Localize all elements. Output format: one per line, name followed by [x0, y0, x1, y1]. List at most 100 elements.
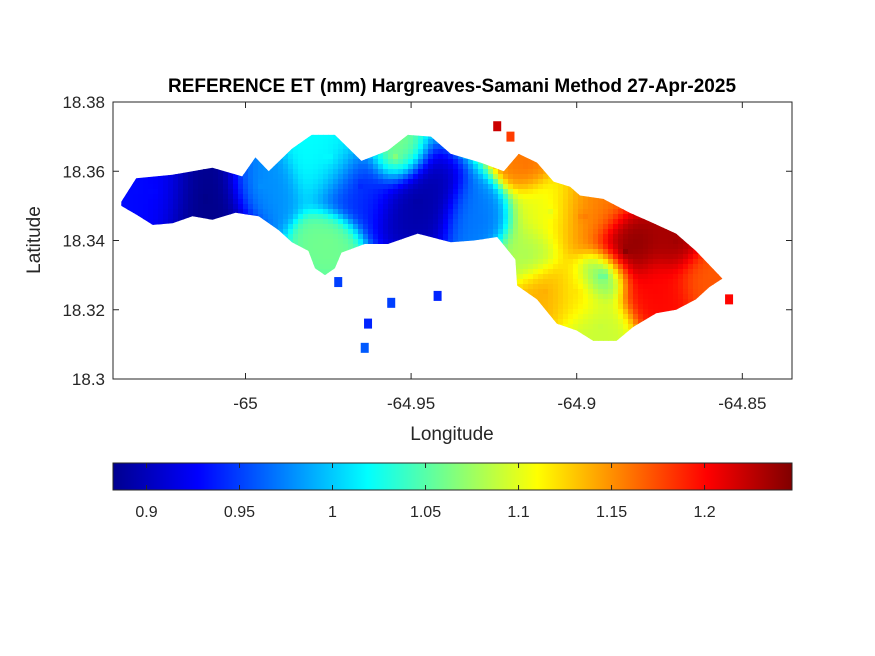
heatmap-cell [323, 244, 329, 250]
heatmap-cell [348, 214, 354, 220]
heatmap-cell [628, 234, 634, 240]
heatmap-cell [598, 289, 604, 295]
heatmap-cell [478, 189, 484, 195]
heatmap-cell [263, 194, 269, 200]
heatmap-cell [543, 269, 549, 275]
heatmap-cell [353, 199, 359, 205]
heatmap-cell [433, 154, 439, 160]
heatmap-cell [543, 194, 549, 200]
heatmap-cell [638, 274, 644, 280]
heatmap-cell [558, 284, 564, 290]
heatmap-cell [163, 194, 169, 200]
heatmap-cell [513, 254, 519, 260]
heatmap-cell [388, 224, 394, 230]
heatmap-cell [173, 209, 179, 215]
heatmap-cell [323, 194, 329, 200]
heatmap-cell [563, 289, 569, 295]
heatmap-cell [298, 204, 304, 210]
heatmap-cell [643, 224, 649, 230]
heatmap-cell [383, 219, 389, 225]
heatmap-cell [528, 254, 534, 260]
heatmap-cell [578, 264, 584, 270]
heatmap-cell [243, 184, 249, 190]
heatmap-cell [303, 244, 309, 250]
heatmap-cell [383, 214, 389, 220]
heatmap-cell [303, 154, 309, 160]
heatmap-cell [373, 229, 379, 235]
heatmap-cell [488, 169, 494, 175]
heatmap-cell [588, 304, 594, 310]
heatmap-cell [663, 244, 669, 250]
heatmap-cell [318, 254, 324, 260]
heatmap-cell [453, 184, 459, 190]
heatmap-cell [303, 169, 309, 175]
heatmap-cell [563, 229, 569, 235]
heatmap-cell [413, 169, 419, 175]
heatmap-cell [318, 269, 324, 275]
heatmap-cell [603, 199, 609, 205]
heatmap-cell [253, 184, 259, 190]
heatmap-cell [543, 299, 549, 305]
heatmap-cell [148, 189, 154, 195]
heatmap-cell [338, 209, 344, 215]
heatmap-cell [253, 164, 259, 170]
heatmap-cell [308, 244, 314, 250]
heatmap-cell [653, 249, 659, 255]
heatmap-cell [393, 164, 399, 170]
heatmap-cell [518, 219, 524, 225]
heatmap-cell [513, 184, 519, 190]
heatmap-cell [473, 159, 479, 165]
heatmap-cell [338, 224, 344, 230]
heatmap-cell [328, 209, 334, 215]
heatmap-cell [473, 224, 479, 230]
heatmap-cell [463, 194, 469, 200]
heatmap-cell [233, 189, 239, 195]
heatmap-cell [398, 224, 404, 230]
heatmap-cell [488, 179, 494, 185]
heatmap-cell [613, 229, 619, 235]
heatmap-cell [133, 179, 139, 185]
heatmap-cell [643, 299, 649, 305]
heatmap-cell [538, 184, 544, 190]
heatmap-cell [258, 179, 264, 185]
heatmap-cell [458, 189, 464, 195]
heatmap-cell [338, 204, 344, 210]
heatmap-cell [518, 209, 524, 215]
heatmap-cell [433, 224, 439, 230]
heatmap-cell [533, 184, 539, 190]
heatmap-cell [338, 214, 344, 220]
heatmap-cell [593, 219, 599, 225]
heatmap-cell [638, 254, 644, 260]
heatmap-cell [128, 184, 134, 190]
heatmap-cell [318, 144, 324, 150]
heatmap-cell [538, 259, 544, 265]
heatmap-cell [533, 259, 539, 265]
heatmap-cell [243, 179, 249, 185]
heatmap-cell [398, 149, 404, 155]
heatmap-cell [233, 179, 239, 185]
heatmap-cell [598, 309, 604, 315]
heatmap-cell [638, 309, 644, 315]
heatmap-cell [598, 214, 604, 220]
heatmap-cell [398, 184, 404, 190]
heatmap-cell [343, 184, 349, 190]
heatmap-cell [388, 209, 394, 215]
heatmap-cell [553, 274, 559, 280]
heatmap-cell [298, 189, 304, 195]
heatmap-cell [623, 209, 629, 215]
heatmap-cell [468, 184, 474, 190]
heatmap-cell [328, 254, 334, 260]
heatmap-cell [603, 314, 609, 320]
heatmap-cell [453, 209, 459, 215]
heatmap-cell [313, 244, 319, 250]
heatmap-cell [388, 194, 394, 200]
heatmap-cell [383, 159, 389, 165]
heatmap-cell [418, 224, 424, 230]
heatmap-cell [483, 224, 489, 230]
heatmap-cell [558, 224, 564, 230]
heatmap-cell [543, 264, 549, 270]
heatmap-cell [348, 159, 354, 165]
heatmap-cell [288, 179, 294, 185]
heatmap-cell [553, 189, 559, 195]
heatmap-cell [608, 329, 614, 335]
